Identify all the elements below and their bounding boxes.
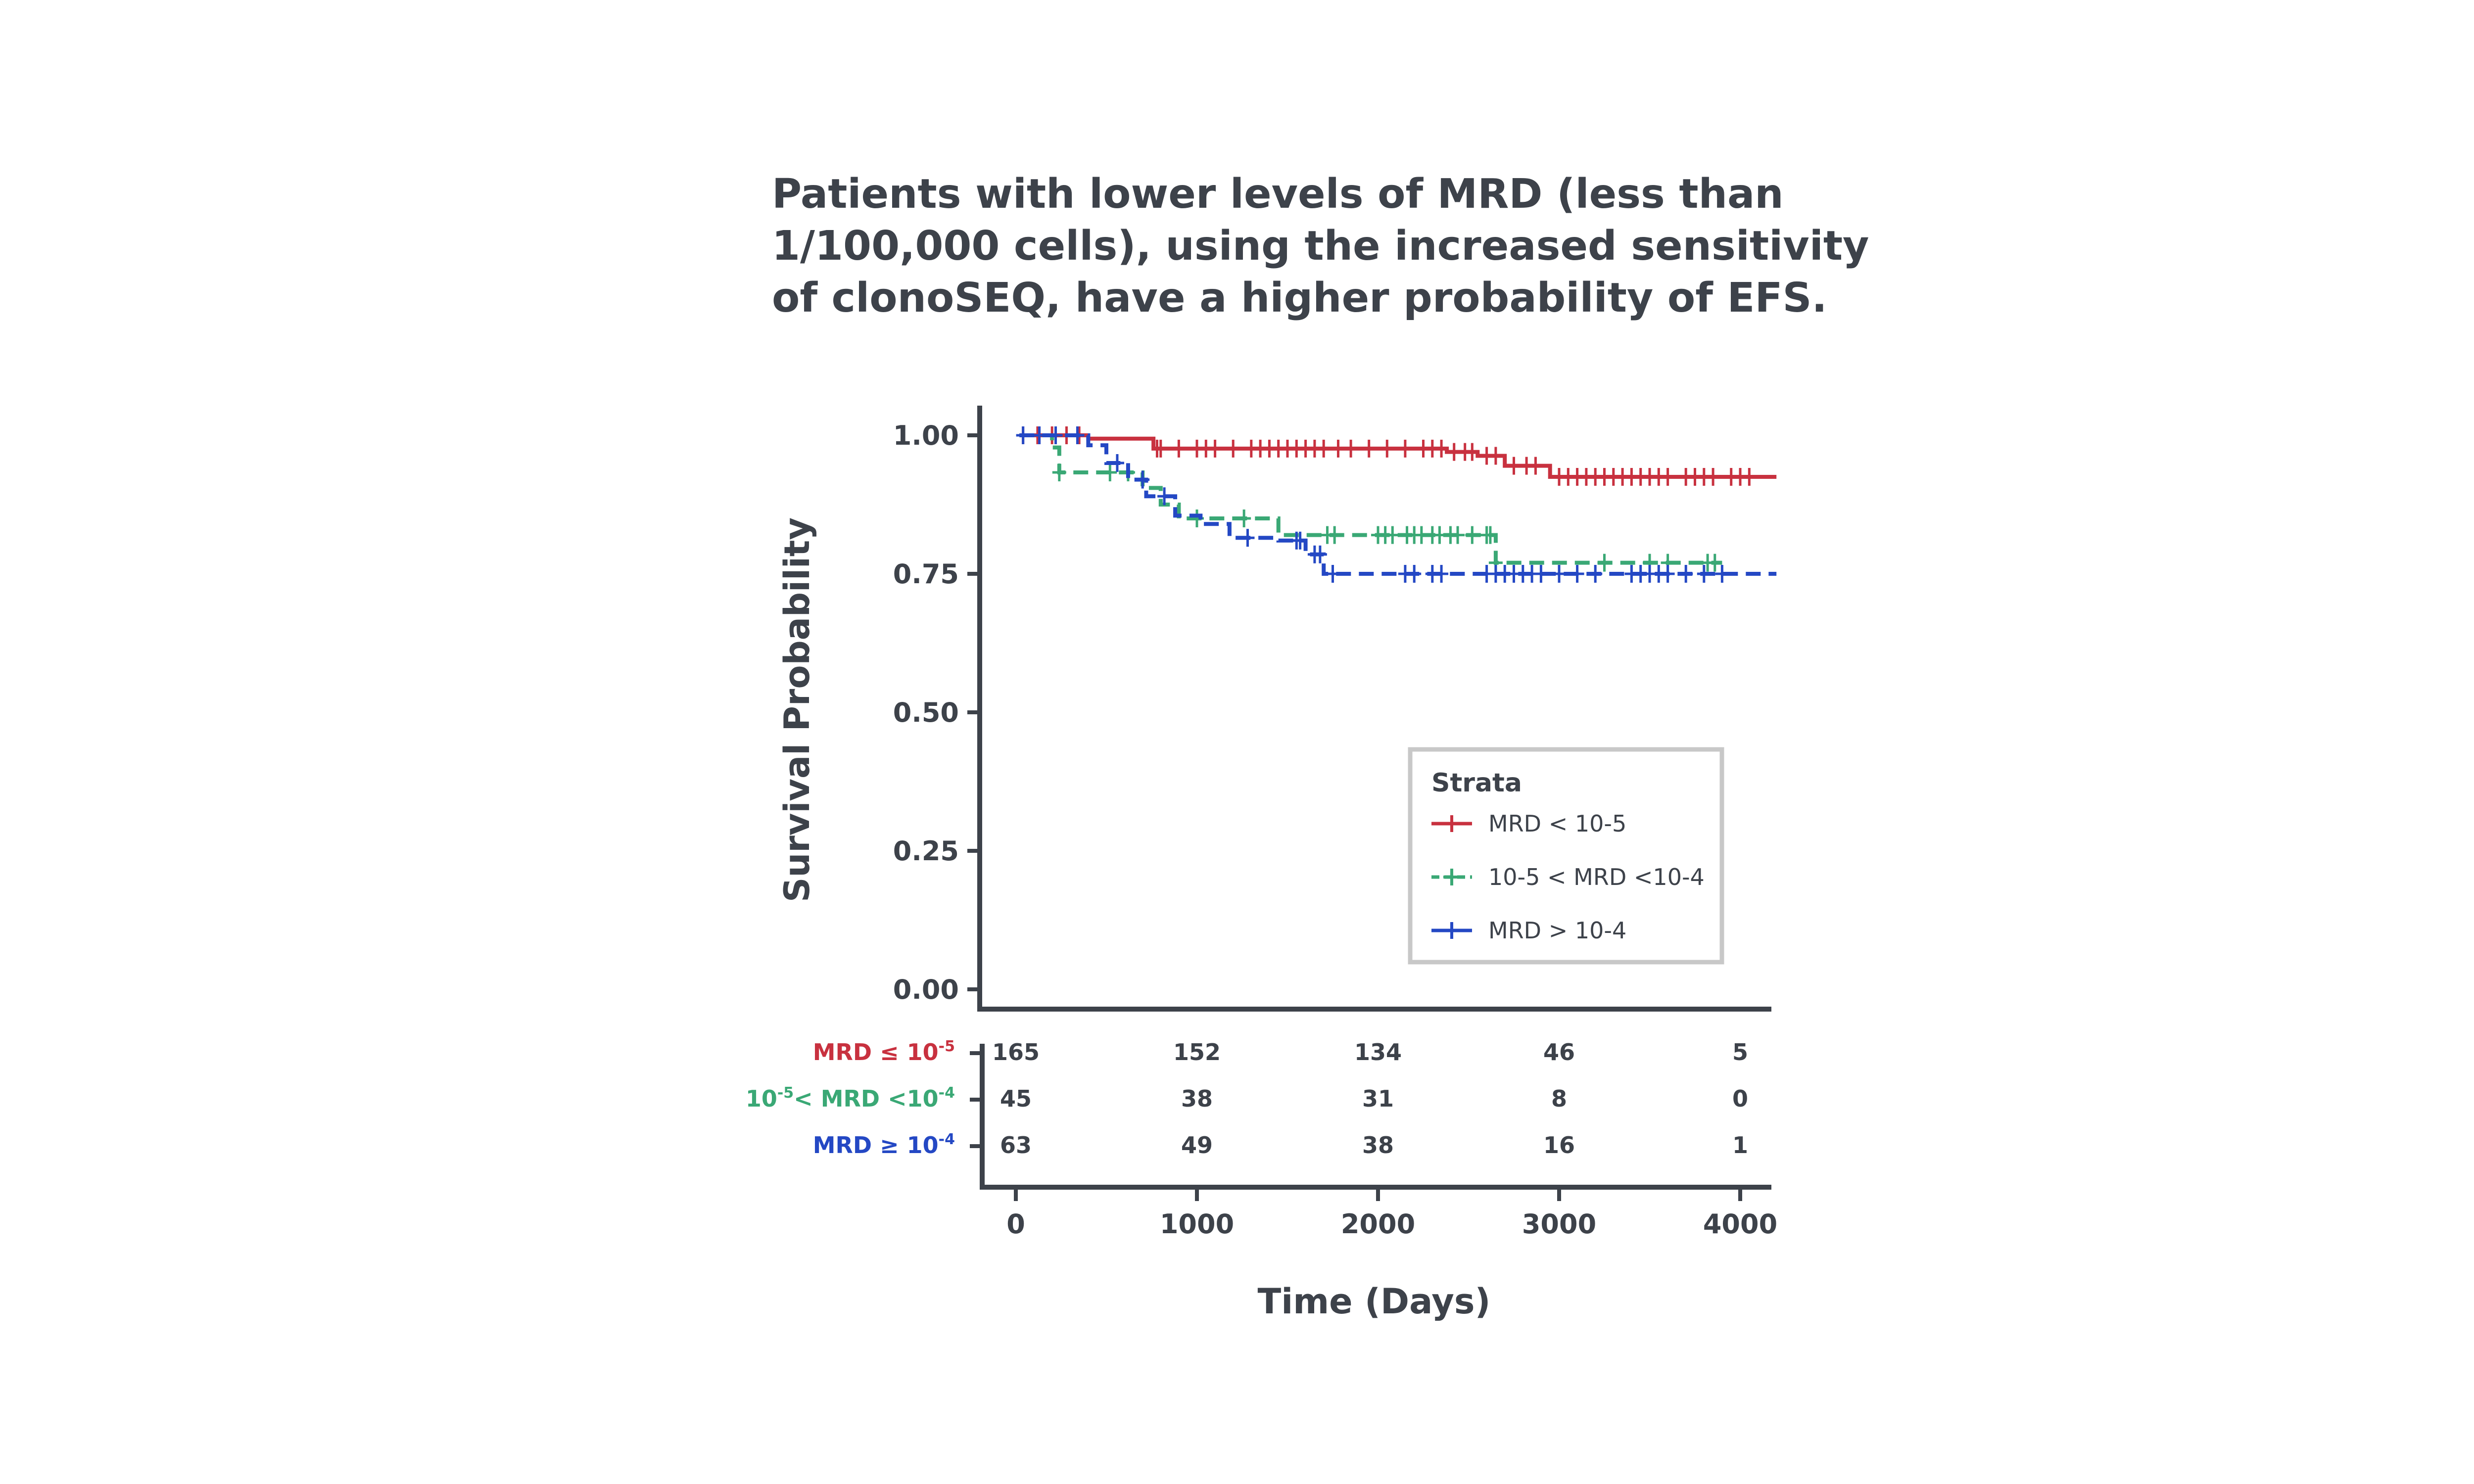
risk-count: 46 xyxy=(1543,1039,1575,1066)
risk-count: 5 xyxy=(1732,1039,1748,1066)
km-series-green xyxy=(1019,433,1722,572)
title-line-2: 1/100,000 cells), using the increased se… xyxy=(772,223,1869,270)
km-series-red xyxy=(1019,426,1777,486)
legend-label-red: MRD < 10-5 xyxy=(1488,810,1626,837)
x-tick-label: 0 xyxy=(1006,1208,1025,1240)
legend-label-blue: MRD > 10-4 xyxy=(1488,917,1626,944)
y-tick-label: 0.75 xyxy=(893,558,959,590)
x-tick-label: 1000 xyxy=(1160,1208,1234,1240)
risk-count: 49 xyxy=(1181,1132,1213,1159)
legend-box xyxy=(1408,747,1724,965)
x-tick-label: 3000 xyxy=(1522,1208,1596,1240)
y-tick-label: 1.00 xyxy=(893,420,959,451)
risk-count: 152 xyxy=(1173,1039,1221,1066)
km-curve-line xyxy=(1019,433,1722,565)
risk-count: 45 xyxy=(1000,1085,1032,1112)
legend-item-green: 10-5 < MRD <10-4 xyxy=(1431,864,1705,890)
risk-count: 63 xyxy=(1000,1132,1032,1159)
y-tick-label: 0.00 xyxy=(893,974,959,1005)
y-tick-label: 0.25 xyxy=(893,835,959,867)
risk-row-label: MRD ≥ 10-4 xyxy=(813,1131,955,1159)
legend-label-green: 10-5 < MRD <10-4 xyxy=(1488,864,1705,890)
x-tick-label: 2000 xyxy=(1341,1208,1415,1240)
risk-count: 38 xyxy=(1362,1132,1394,1159)
y-tick-label: 0.50 xyxy=(893,697,959,728)
risk-count: 16 xyxy=(1543,1132,1575,1159)
legend-item-red: MRD < 10-5 xyxy=(1431,810,1626,837)
x-tick-label: 4000 xyxy=(1703,1208,1777,1240)
km-curves xyxy=(1016,426,1777,583)
y-axis-ticks: 0.00 0.25 0.50 0.75 1.00 xyxy=(893,420,980,1005)
legend-item-blue: MRD > 10-4 xyxy=(1431,917,1626,944)
km-series-blue xyxy=(1016,426,1777,583)
risk-row-label: 10-5< MRD <10-4 xyxy=(746,1084,955,1112)
risk-count: 0 xyxy=(1732,1085,1748,1112)
legend-title: Strata xyxy=(1431,768,1522,798)
legend: Strata MRD < 10-5 10-5 < MRD <10-4 MRD >… xyxy=(1408,747,1724,965)
risk-table: MRD ≤ 10-5 165 152 134 46 5 10-5< MRD <10-4 45 3… xyxy=(746,1038,1748,1159)
km-curve-line xyxy=(1019,433,1777,576)
risk-count: 31 xyxy=(1362,1085,1394,1112)
risk-count: 134 xyxy=(1354,1039,1402,1066)
title-line-1: Patients with lower levels of MRD (less … xyxy=(772,171,1784,218)
risk-count: 8 xyxy=(1551,1085,1567,1112)
x-axis-label: Time (Days) xyxy=(1258,1281,1491,1322)
chart-title: Patients with lower levels of MRD (less … xyxy=(772,171,1869,322)
title-line-3: of clonoSEQ, have a higher probability o… xyxy=(772,275,1827,322)
risk-count: 165 xyxy=(992,1039,1040,1066)
risk-row-label: MRD ≤ 10-5 xyxy=(813,1038,955,1066)
y-axis-label: Survival Probability xyxy=(777,517,817,902)
risk-count: 1 xyxy=(1732,1132,1748,1159)
risk-count: 38 xyxy=(1181,1085,1213,1112)
x-axis-ticks: 0 1000 2000 3000 4000 xyxy=(1006,1187,1777,1240)
km-curve-line xyxy=(1019,433,1777,479)
